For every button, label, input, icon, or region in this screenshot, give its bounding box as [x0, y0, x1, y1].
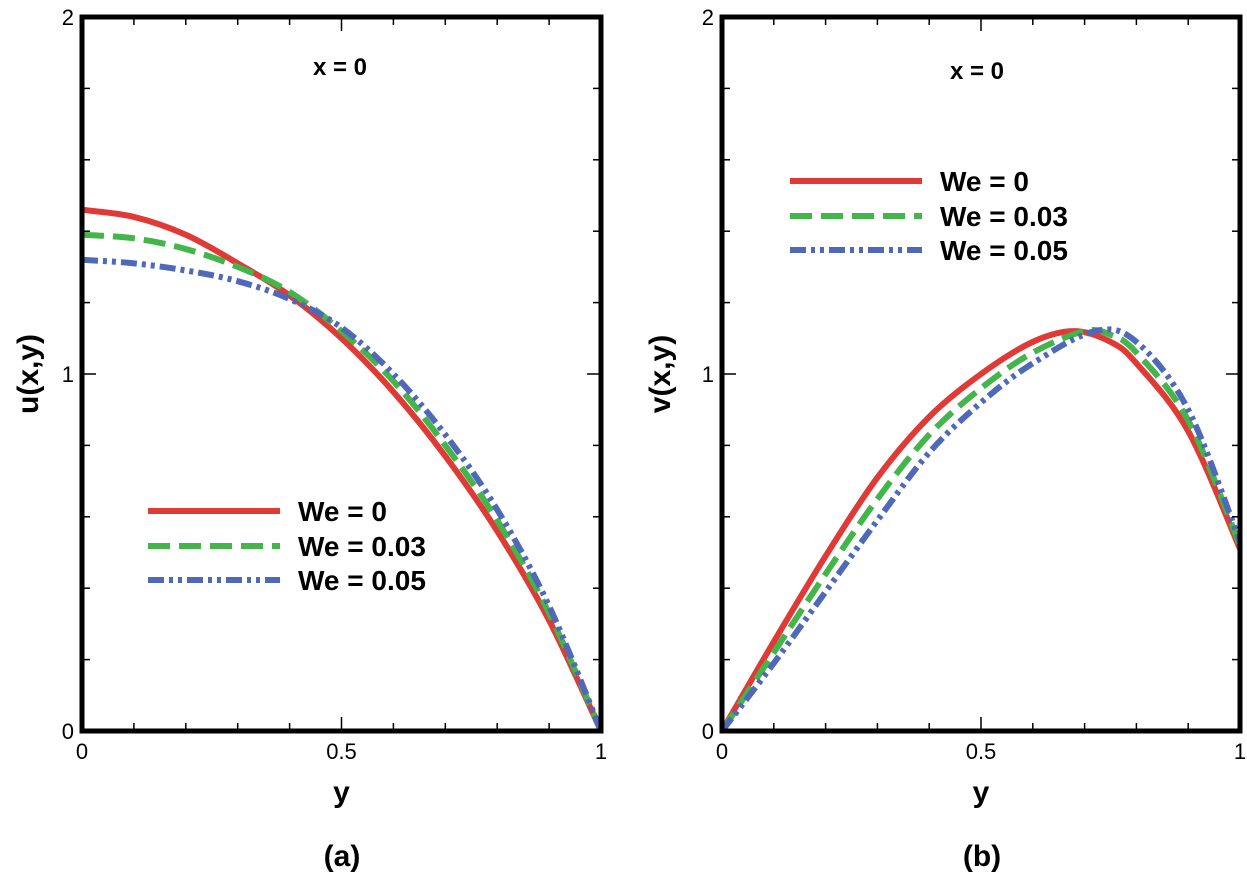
series-line-2 — [82, 231, 601, 731]
series-line-2 — [722, 326, 1240, 731]
x-axis-title: y — [333, 776, 350, 809]
y-tick-label: 1 — [702, 362, 714, 387]
series-line-1 — [82, 206, 601, 731]
legend-label-2: We = 0.03 — [298, 531, 426, 562]
x-tick-label: 0.5 — [326, 739, 357, 764]
y-tick-label: 1 — [62, 362, 74, 387]
series-line-3 — [82, 256, 601, 731]
x-axis-title: y — [973, 776, 990, 809]
y-tick-label: 0 — [702, 719, 714, 744]
y-axis-title: u(x,y) — [12, 334, 45, 414]
legend-label-1: We = 0 — [940, 166, 1029, 197]
x-tick-label: 0 — [76, 739, 88, 764]
x-tick-label: 1 — [1234, 739, 1246, 764]
y-tick-label: 0 — [62, 719, 74, 744]
panel-label: (a) — [324, 840, 361, 873]
plot-frame — [79, 14, 604, 734]
legend-label-3: We = 0.05 — [940, 235, 1068, 266]
legend-label-2: We = 0.03 — [940, 201, 1068, 232]
annotation-x-equals-0: x = 0 — [950, 58, 1004, 85]
y-tick-label: 2 — [62, 5, 74, 30]
panel-label: (b) — [963, 840, 1001, 873]
x-tick-label: 0.5 — [966, 739, 997, 764]
annotation-x-equals-0: x = 0 — [313, 54, 367, 81]
legend-label-3: We = 0.05 — [298, 565, 426, 596]
series-line-1 — [722, 328, 1240, 731]
x-tick-label: 0 — [716, 739, 728, 764]
panel-a: (a) 0 0.5 1 0 1 2 y u(x,y) x = 0 We = 0 We = 0.03W… — [12, 5, 607, 873]
y-axis-title: v(x,y) — [644, 335, 677, 413]
y-tick-label: 2 — [702, 5, 714, 30]
x-tick-label: 1 — [595, 739, 607, 764]
legend-label-1: We = 0 — [298, 496, 387, 527]
panel-b: (b) 0 0.5 1 0 1 2 y v(x,y) x = 0 We = 0 We = 0.03W… — [644, 5, 1246, 873]
